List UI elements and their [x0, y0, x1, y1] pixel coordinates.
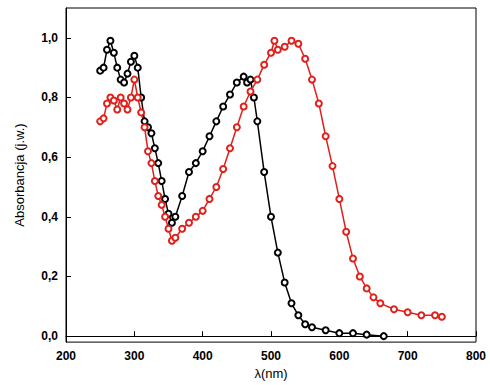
svg-text:1,0: 1,0: [41, 31, 58, 45]
svg-text:300: 300: [124, 349, 144, 363]
svg-text:Absorbancja (j.w.): Absorbancja (j.w.): [12, 123, 27, 226]
svg-text:600: 600: [329, 349, 349, 363]
svg-text:λ(nm): λ(nm): [254, 366, 287, 381]
svg-text:500: 500: [261, 349, 281, 363]
svg-text:800: 800: [466, 349, 486, 363]
svg-text:400: 400: [193, 349, 213, 363]
svg-text:700: 700: [398, 349, 418, 363]
svg-text:0,4: 0,4: [41, 210, 58, 224]
svg-text:0,2: 0,2: [41, 269, 58, 283]
svg-text:0,8: 0,8: [41, 90, 58, 104]
svg-text:200: 200: [56, 349, 76, 363]
svg-text:0,6: 0,6: [41, 150, 58, 164]
svg-text:0,0: 0,0: [41, 329, 58, 343]
